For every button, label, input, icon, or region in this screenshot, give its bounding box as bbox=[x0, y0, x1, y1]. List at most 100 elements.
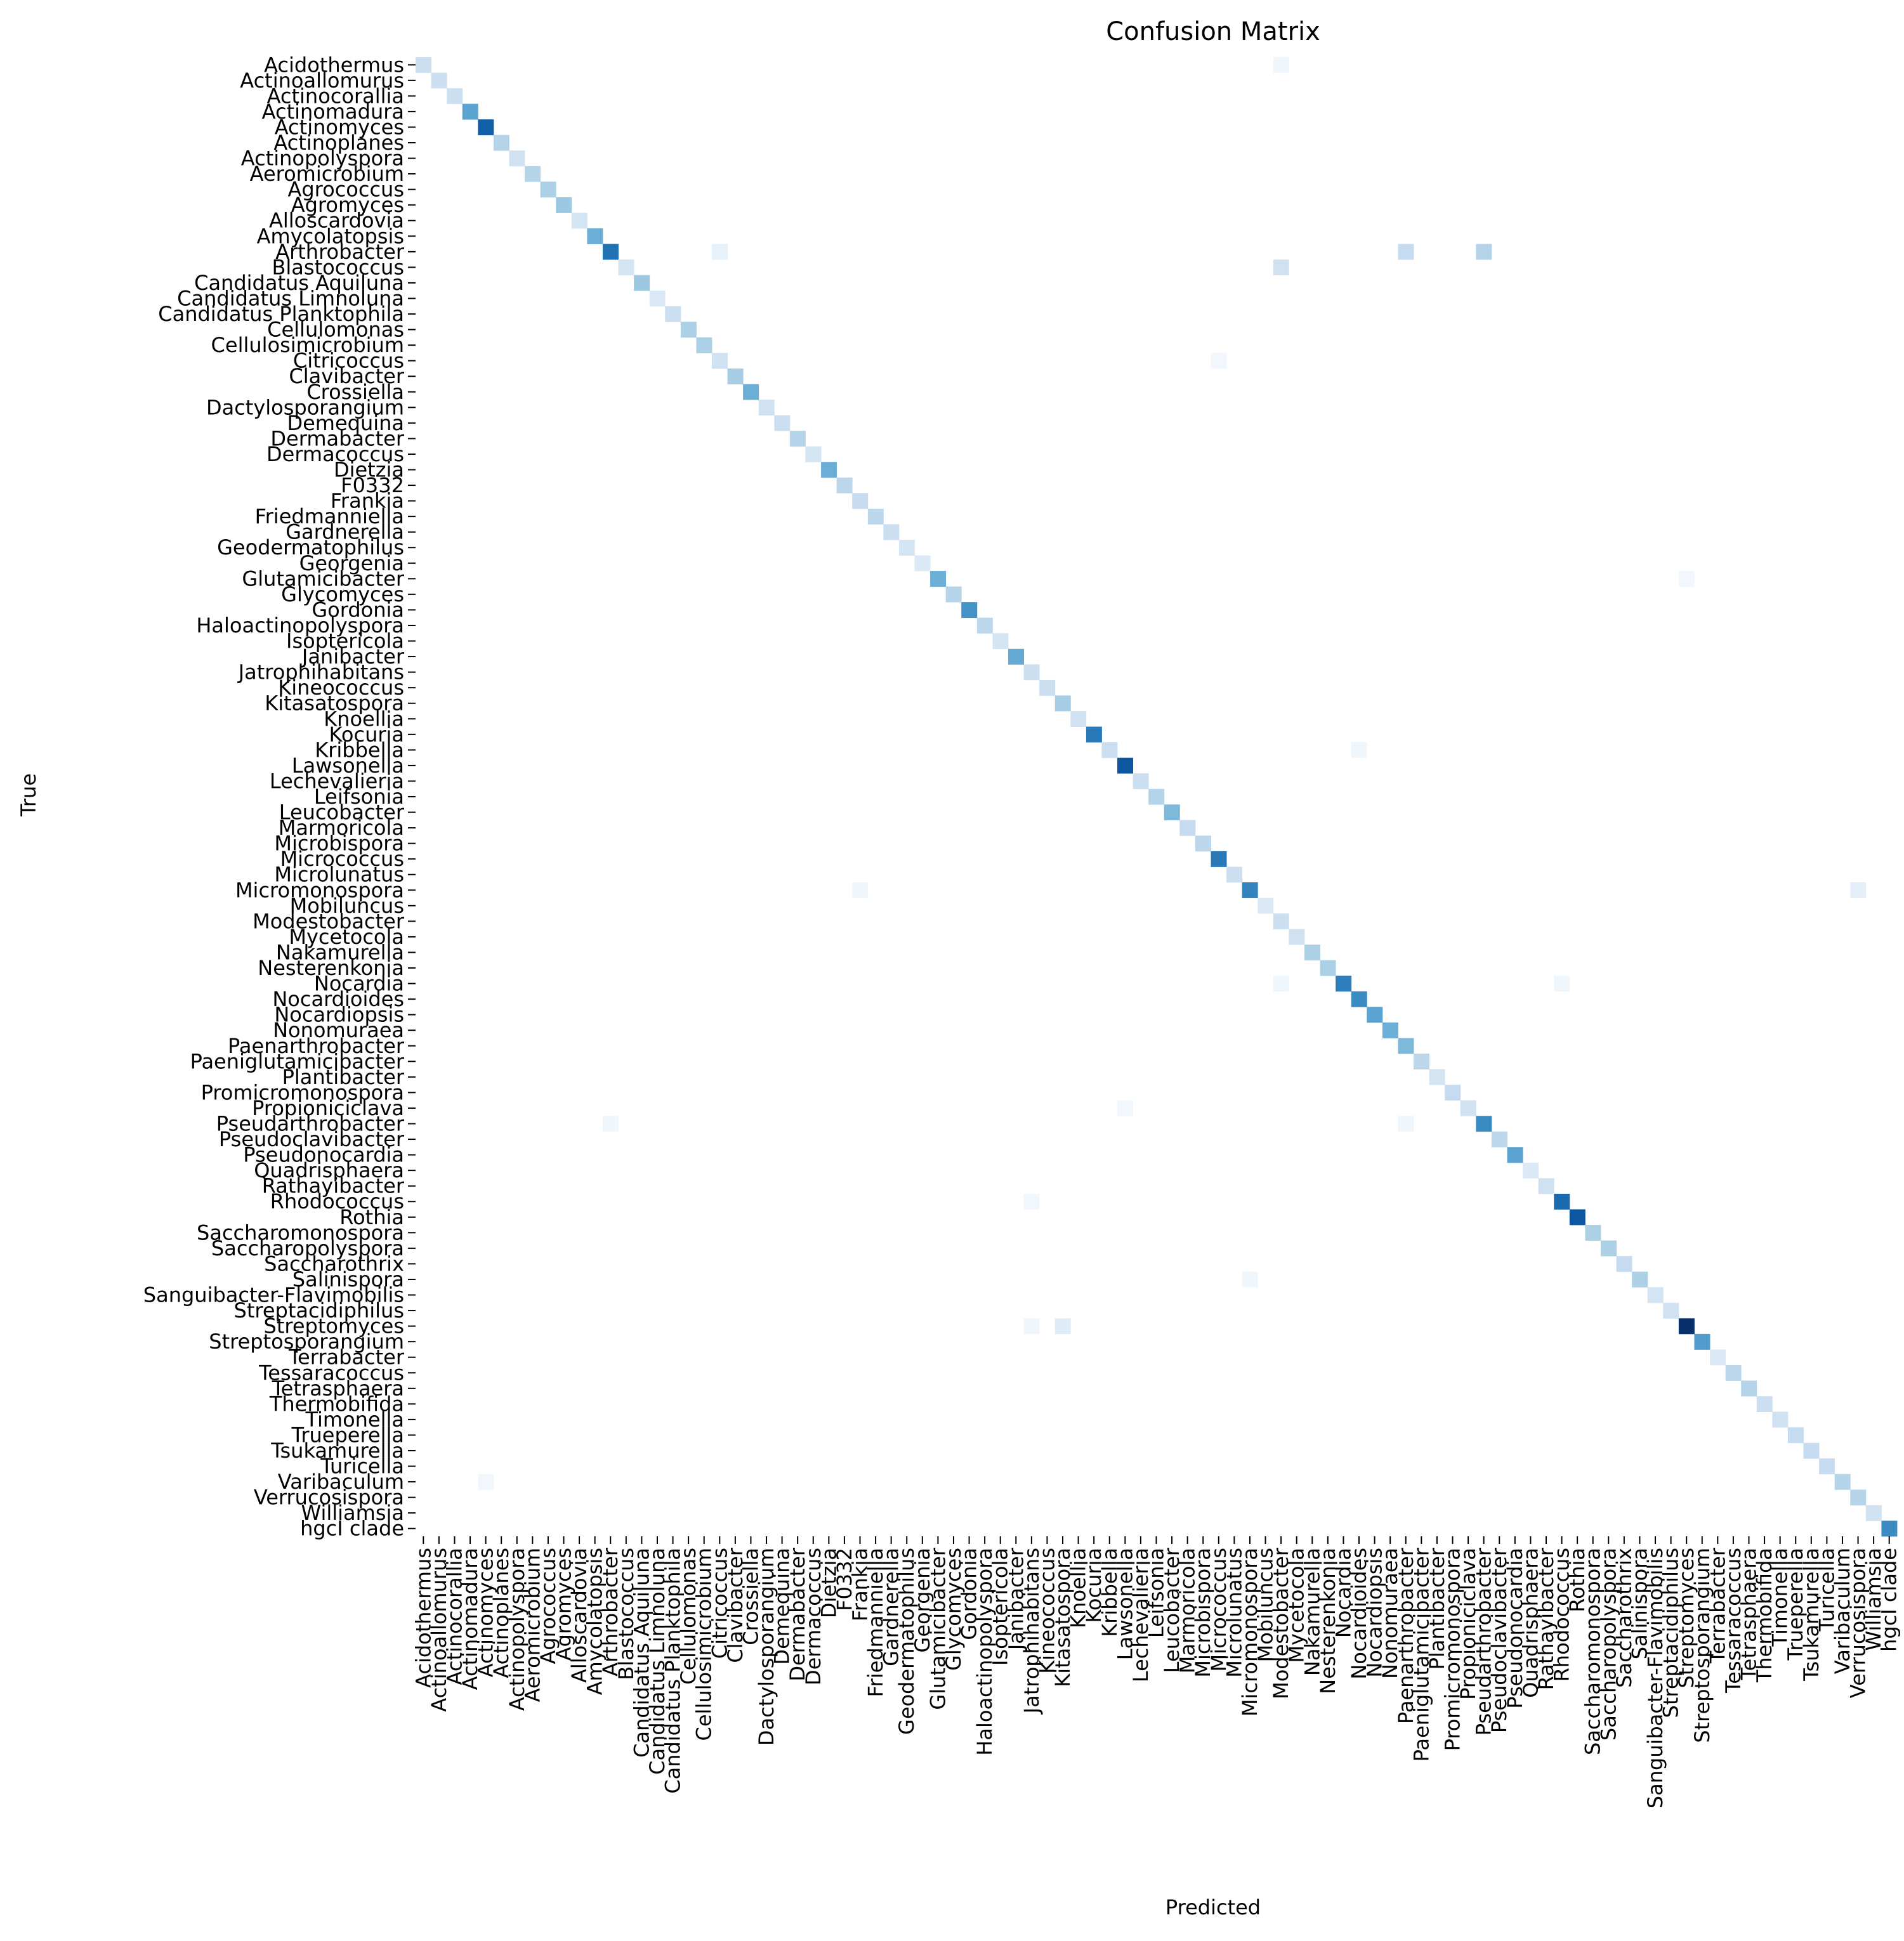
y-tick-label: F0332 bbox=[341, 473, 404, 497]
heatmap-cell-diagonal bbox=[789, 431, 806, 447]
y-tick-label: Tetrasphaera bbox=[272, 1376, 404, 1401]
heatmap-cell-diagonal bbox=[696, 337, 712, 353]
x-tick-label: Dermabacter bbox=[785, 1547, 810, 1681]
y-tick-label: Blastococcus bbox=[272, 255, 404, 279]
y-axis-label: True bbox=[16, 773, 41, 817]
heatmap-cell-diagonal bbox=[649, 291, 666, 307]
heatmap-cell-diagonal bbox=[1787, 1427, 1804, 1444]
heatmap-cell-diagonal bbox=[1429, 1069, 1445, 1085]
heatmap-cell bbox=[1398, 1116, 1414, 1132]
heatmap-cell-diagonal bbox=[1164, 804, 1180, 821]
y-tick-label: Microbispora bbox=[274, 832, 404, 856]
y-tick-label: Leucobacter bbox=[279, 801, 405, 825]
heatmap-cell-diagonal bbox=[1819, 1458, 1835, 1475]
x-tick-label: Dactylosporangium bbox=[754, 1548, 778, 1746]
y-tick-label: Mycetocola bbox=[289, 925, 404, 949]
y-tick-label: Lawsonella bbox=[292, 754, 404, 778]
y-tick-label: Actinoallomurus bbox=[240, 69, 404, 93]
heatmap-cell-diagonal bbox=[1476, 1116, 1492, 1132]
y-tick-label: Marmoricola bbox=[279, 816, 404, 840]
heatmap-cell-diagonal bbox=[976, 617, 993, 634]
heatmap-cell-diagonal bbox=[1850, 1489, 1867, 1506]
x-tick-label: Marmoricola bbox=[1176, 1548, 1200, 1673]
heatmap-cell-diagonal bbox=[1039, 679, 1056, 696]
heatmap-cell-diagonal bbox=[1304, 944, 1320, 961]
y-tick-label: Micromonospora bbox=[235, 878, 404, 902]
y-tick-label: Candidatus Aquiluna bbox=[194, 271, 404, 295]
y-tick-label: Rathayibacter bbox=[262, 1174, 405, 1198]
x-tick-label: Rathayibacter bbox=[1534, 1547, 1558, 1690]
x-tick-label: Saccharopolyspora bbox=[1596, 1548, 1620, 1741]
heatmap-cell-diagonal bbox=[836, 477, 853, 493]
heatmap-cell-diagonal bbox=[1086, 726, 1102, 743]
y-tick-label: Dactylosporangium bbox=[206, 395, 404, 419]
heatmap-cell-diagonal bbox=[1133, 773, 1149, 790]
x-tick-label: Micromonospora bbox=[1238, 1548, 1262, 1716]
x-tick-label: Streptomyces bbox=[1674, 1548, 1698, 1689]
x-tick-label: Crossiella bbox=[739, 1548, 763, 1645]
y-tick-label: Acidothermus bbox=[264, 53, 404, 77]
x-tick-label: Tsukamurella bbox=[1799, 1548, 1823, 1682]
x-tick-label: Micrococcus bbox=[1207, 1548, 1231, 1671]
heatmap-cell bbox=[712, 244, 728, 260]
x-tick-label: Nocardiopsis bbox=[1363, 1548, 1387, 1678]
heatmap-cell-diagonal bbox=[447, 88, 463, 105]
y-tick-label: Nocardioides bbox=[272, 987, 404, 1011]
y-tick-label: Modestobacter bbox=[253, 909, 405, 933]
heatmap-cell bbox=[478, 1474, 494, 1490]
heatmap-cell bbox=[1476, 244, 1492, 260]
y-tick-label: Actinomyces bbox=[275, 115, 404, 139]
x-tick-label: Streptacidiphilus bbox=[1659, 1548, 1683, 1718]
heatmap-cell-diagonal bbox=[758, 400, 775, 415]
y-tick-label: Actinocorallia bbox=[267, 84, 404, 108]
x-tick-label: Actinocorallia bbox=[442, 1548, 466, 1685]
x-tick-label: Salinispora bbox=[1627, 1548, 1651, 1659]
x-tick-label: Thermobifida bbox=[1752, 1548, 1776, 1683]
x-tick-label: Glutamicibacter bbox=[926, 1547, 950, 1709]
y-tick-label: Saccharopolyspora bbox=[211, 1236, 404, 1260]
x-tick-label: Nocardioides bbox=[1347, 1548, 1371, 1680]
y-tick-label: Glycomyces bbox=[281, 582, 404, 606]
x-tick-label: Actinomadura bbox=[458, 1548, 482, 1690]
y-tick-label: Tessaracoccus bbox=[258, 1361, 404, 1385]
heatmap-cell-diagonal bbox=[680, 322, 697, 338]
y-tick-label: Mobiluncus bbox=[290, 894, 404, 918]
y-tick-label: Nonomuraea bbox=[273, 1018, 404, 1042]
y-tick-label: Terrabacter bbox=[288, 1345, 405, 1369]
y-tick-label: Crossiella bbox=[306, 380, 404, 404]
heatmap-cell-diagonal bbox=[1865, 1505, 1882, 1521]
x-tick-label: Nakamurella bbox=[1300, 1548, 1324, 1676]
heatmap-cell-diagonal bbox=[743, 384, 759, 400]
heatmap-cell-diagonal bbox=[930, 571, 947, 587]
x-tick-label: Sanguibacter-Flavimobilis bbox=[1643, 1548, 1667, 1808]
heatmap-cell-diagonal bbox=[914, 555, 931, 572]
y-tick-label: Paenarthrobacter bbox=[228, 1034, 405, 1058]
x-tick-label: Geodermatophilus bbox=[895, 1548, 919, 1735]
y-tick-label: Glutamicibacter bbox=[242, 566, 404, 591]
heatmap-cell-diagonal bbox=[867, 508, 884, 525]
x-tick-label: Cellulosimicrobium bbox=[692, 1548, 716, 1741]
heatmap-cell-diagonal bbox=[1507, 1147, 1523, 1163]
x-tick-label: Demequina bbox=[770, 1548, 794, 1665]
y-tick-label: Clavibacter bbox=[289, 364, 404, 388]
x-axis-ticks: AcidothermusActinoallomurusActinocoralli… bbox=[411, 1536, 1901, 1808]
heatmap-cell-diagonal bbox=[1678, 1318, 1695, 1335]
x-tick-label: Actinomyces bbox=[474, 1548, 498, 1677]
y-tick-label: Knoellia bbox=[324, 707, 404, 731]
y-tick-label: Geodermatophilus bbox=[217, 535, 404, 559]
y-tick-label: Agrococcus bbox=[287, 178, 404, 202]
x-tick-label: Frankia bbox=[848, 1548, 872, 1621]
x-tick-label: Leifsonia bbox=[1145, 1548, 1169, 1638]
y-tick-label: Thermobifida bbox=[269, 1392, 404, 1416]
y-tick-label: Sanguibacter-Flavimobilis bbox=[143, 1283, 404, 1307]
heatmap-cell-diagonal bbox=[1647, 1287, 1664, 1304]
x-tick-label: Dermacoccus bbox=[801, 1548, 825, 1685]
x-tick-label: Arthrobacter bbox=[598, 1547, 622, 1676]
heatmap-cell-diagonal bbox=[1382, 1022, 1398, 1038]
heatmap-cell-diagonal bbox=[416, 57, 431, 73]
heatmap-cell-diagonal bbox=[805, 446, 822, 462]
y-tick-label: Amycolatopsis bbox=[257, 224, 404, 248]
y-tick-label: hgcI clade bbox=[300, 1517, 404, 1541]
x-tick-label: Clavibacter bbox=[723, 1547, 747, 1663]
